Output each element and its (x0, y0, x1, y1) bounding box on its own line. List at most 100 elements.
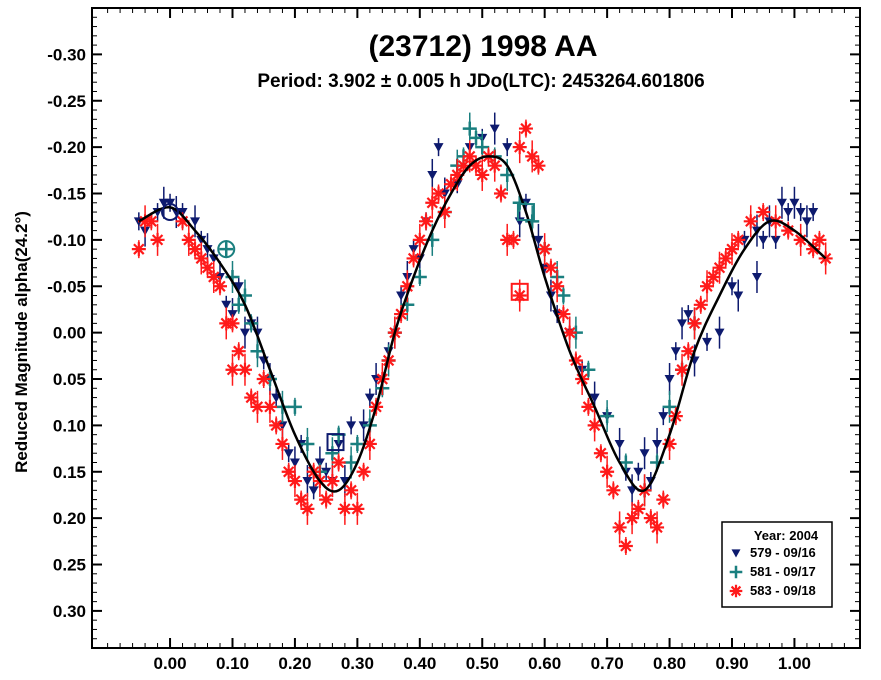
y-tick-label: -0.05 (47, 277, 86, 296)
data-point (396, 291, 407, 301)
data-point (808, 208, 819, 218)
x-axis-ticks: 0.00 0.10 0.20 0.30 0.40 0.50 0.60 0.70 0.80 0.90… (107, 8, 845, 673)
data-point (281, 464, 296, 479)
data-point (706, 269, 721, 284)
marker-shape (300, 501, 315, 516)
highlight-circle (217, 240, 236, 259)
marker-shape (618, 455, 633, 470)
data-point (225, 362, 240, 377)
y-tick-label: 0.25 (53, 556, 86, 575)
marker-shape (427, 170, 438, 180)
marker-shape (275, 436, 290, 451)
data-point (331, 455, 346, 470)
data-point (287, 474, 302, 489)
data-point (776, 198, 787, 208)
marker-shape (196, 235, 207, 245)
data-point (543, 260, 558, 275)
marker-shape (587, 418, 602, 433)
legend-entry-label: 583 - 09/18 (750, 583, 816, 598)
data-point (751, 272, 762, 282)
marker-shape (776, 198, 787, 208)
marker-shape (331, 455, 346, 470)
marker-shape (425, 195, 440, 210)
data-point (325, 474, 340, 489)
data-point (300, 501, 315, 516)
marker-shape (231, 344, 246, 359)
marker-shape (502, 143, 513, 153)
marker-shape (400, 279, 415, 294)
data-point (662, 436, 677, 451)
marker-shape (406, 251, 421, 266)
marker-shape (643, 511, 658, 526)
data-point (131, 242, 146, 257)
data-point (770, 235, 781, 245)
marker-shape (625, 511, 640, 526)
data-point (350, 501, 365, 516)
marker-shape (512, 140, 527, 155)
x-tick-label: 0.90 (715, 654, 748, 673)
data-point (400, 279, 415, 294)
marker-shape (462, 121, 477, 136)
data-point (427, 170, 438, 180)
data-point (250, 399, 265, 414)
marker-shape (175, 214, 190, 229)
marker-shape (656, 492, 671, 507)
data-point (275, 436, 290, 451)
marker-shape (525, 149, 540, 164)
marker-shape (412, 269, 427, 284)
data-point (795, 208, 806, 218)
data-point (489, 124, 500, 134)
marker-shape (188, 242, 203, 257)
marker-shape (344, 483, 359, 498)
data-point (712, 260, 727, 275)
data-point (789, 198, 800, 208)
data-point (475, 140, 490, 155)
legend-box (721, 521, 833, 608)
data-point (618, 455, 633, 470)
marker-shape (144, 214, 159, 229)
data-point (556, 307, 571, 322)
marker-shape (731, 232, 746, 247)
marker-shape (450, 167, 465, 182)
data-point (219, 242, 234, 257)
marker-shape (789, 198, 800, 208)
marker-shape (150, 232, 165, 247)
chart-title: (23712) 1998 AA (368, 30, 597, 63)
x-tick-label: 0.50 (466, 654, 499, 673)
data-point (262, 399, 277, 414)
marker-shape (808, 208, 819, 218)
marker-shape (537, 242, 552, 257)
marker-shape (294, 492, 309, 507)
marker-shape (456, 158, 471, 173)
highlighted-points (161, 203, 535, 452)
data-point (200, 260, 215, 275)
marker-shape (346, 421, 357, 431)
marker-shape (350, 436, 365, 451)
marker-shape (283, 449, 294, 459)
data-point (801, 217, 812, 227)
marker-shape (475, 167, 490, 182)
data-point (356, 464, 371, 479)
data-point (512, 140, 527, 155)
data-point (364, 393, 375, 403)
data-point (319, 492, 334, 507)
marker-shape (783, 208, 794, 218)
data-point (537, 242, 552, 257)
legend-title: Year: 2004 (754, 528, 819, 543)
marker-shape (131, 242, 146, 257)
data-point (433, 143, 444, 153)
marker-shape (743, 214, 758, 229)
data-point (658, 412, 669, 422)
data-point (652, 439, 663, 449)
marker-shape (419, 214, 434, 229)
marker-shape (300, 436, 315, 451)
data-point (781, 223, 796, 238)
data-point (462, 149, 477, 164)
data-point (643, 511, 658, 526)
marker-shape (729, 565, 743, 579)
data-point (812, 232, 827, 247)
x-tick-label: 0.30 (341, 654, 374, 673)
data-point (233, 282, 244, 292)
chart-subtitle: Period: 3.902 ± 0.005 h JDo(LTC): 245326… (257, 71, 704, 92)
